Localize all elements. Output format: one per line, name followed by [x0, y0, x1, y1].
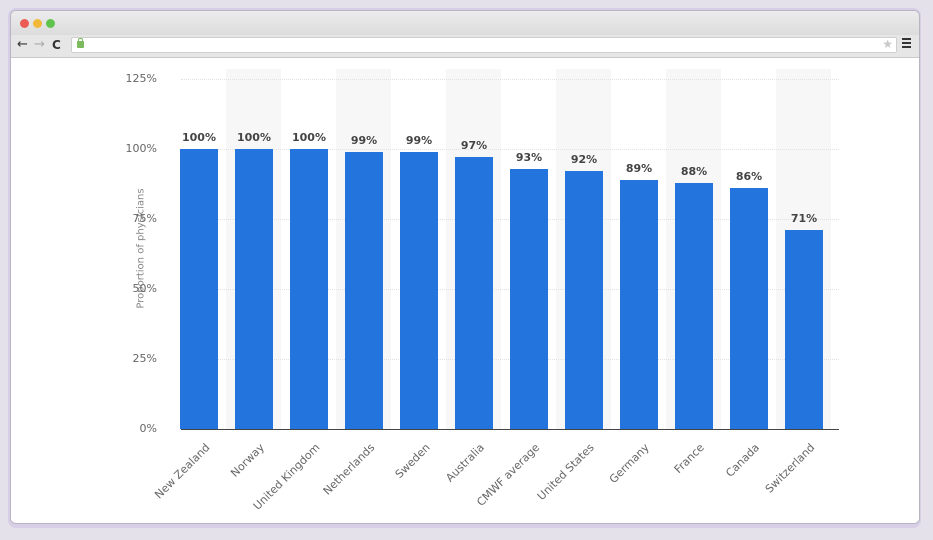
browser-window: ← → C ★ Proportion of physicians 0% 25% 50… [10, 10, 920, 524]
lock-icon [77, 38, 84, 48]
minimize-window-button[interactable] [33, 19, 42, 28]
bar-chart: Proportion of physicians 0% 25% 50% 75% 100%… [11, 58, 919, 523]
bar[interactable] [785, 230, 823, 429]
y-tick-label: 0% [139, 422, 157, 435]
x-tick-label: Switzerland [762, 441, 818, 496]
gridline [181, 149, 839, 150]
y-tick-label: 100% [125, 142, 157, 155]
x-tick-label: United States [534, 441, 597, 503]
reload-icon[interactable]: C [52, 38, 61, 52]
forward-arrow-icon[interactable]: → [34, 37, 45, 52]
x-tick-label: Australia [443, 441, 487, 485]
bar[interactable] [620, 179, 658, 429]
bar[interactable] [455, 157, 493, 429]
back-arrow-icon[interactable]: ← [17, 37, 28, 52]
y-tick-label: 125% [125, 72, 157, 85]
bar-value-label: 93% [515, 150, 543, 164]
bar-value-label: 71% [790, 212, 818, 226]
y-tick-label: 75% [132, 212, 157, 225]
x-tick-label: Canada [723, 441, 763, 480]
bar[interactable] [510, 168, 548, 429]
maximize-window-button[interactable] [46, 19, 55, 28]
bar-value-label: 99% [405, 133, 433, 147]
x-tick-label: Sweden [392, 441, 433, 481]
bar-value-label: 100% [237, 131, 271, 144]
bar[interactable] [400, 151, 438, 429]
bar[interactable] [290, 149, 328, 429]
bar-value-label: 86% [735, 170, 763, 184]
hamburger-menu-icon[interactable] [902, 38, 911, 50]
bar-value-label: 89% [625, 161, 653, 175]
bar-value-label: 88% [680, 164, 708, 178]
address-bar[interactable]: ★ [71, 37, 897, 53]
y-tick-label: 50% [132, 282, 157, 295]
bar[interactable] [675, 182, 713, 429]
x-tick-label: France [671, 441, 707, 477]
bar-value-label: 92% [570, 153, 598, 167]
x-axis-line [181, 429, 839, 430]
bar[interactable] [730, 188, 768, 429]
browser-toolbar: ← → C ★ [11, 35, 919, 58]
bar-value-label: 99% [350, 133, 378, 147]
close-window-button[interactable] [20, 19, 29, 28]
bar[interactable] [235, 149, 273, 429]
y-tick-label: 25% [132, 352, 157, 365]
x-tick-label: Norway [228, 441, 267, 480]
bar-value-label: 100% [182, 131, 216, 144]
bar-value-label: 100% [292, 131, 326, 144]
x-tick-label: Germany [606, 441, 652, 486]
x-tick-label: Netherlands [320, 441, 378, 498]
bar[interactable] [565, 171, 603, 429]
bookmark-star-icon[interactable]: ★ [882, 37, 893, 51]
bar[interactable] [345, 151, 383, 429]
title-bar [11, 11, 919, 35]
bar[interactable] [180, 149, 218, 429]
gridline [181, 79, 839, 80]
y-axis-label: Proportion of physicians [135, 188, 147, 309]
bar-value-label: 97% [460, 139, 488, 153]
x-tick-label: New Zealand [152, 441, 213, 502]
